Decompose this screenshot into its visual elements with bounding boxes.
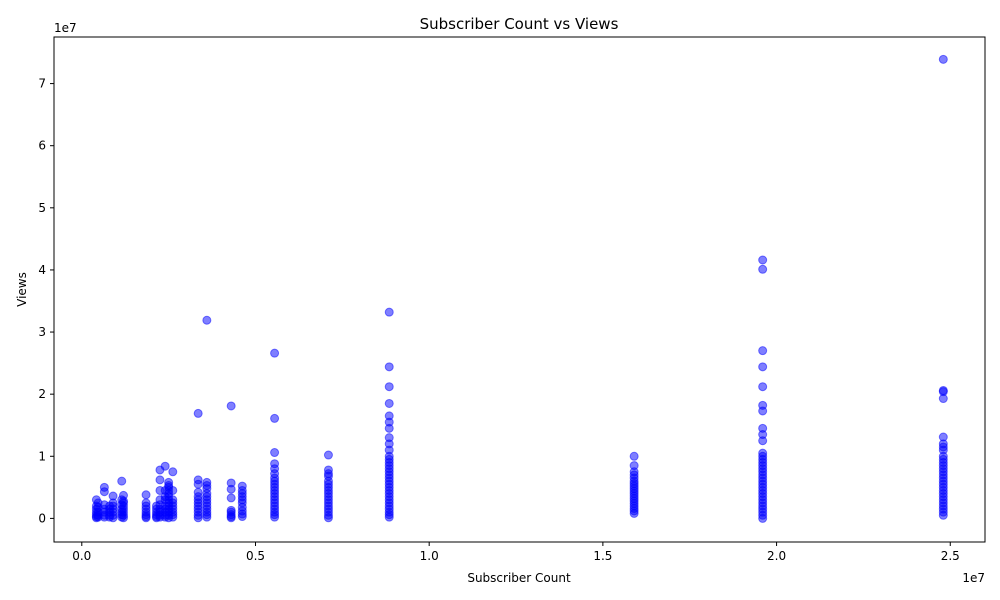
data-point bbox=[384, 307, 394, 317]
data-point bbox=[270, 413, 280, 423]
y-tick-label: 3 bbox=[38, 325, 46, 339]
data-point bbox=[323, 450, 333, 460]
data-point bbox=[384, 411, 394, 421]
data-point bbox=[938, 385, 948, 395]
x-tick-label: 2.0 bbox=[767, 549, 786, 563]
data-point bbox=[118, 490, 128, 500]
data-point bbox=[270, 448, 280, 458]
plot-frame bbox=[53, 36, 986, 543]
data-point bbox=[384, 398, 394, 408]
data-point bbox=[758, 255, 768, 265]
data-point bbox=[226, 505, 236, 515]
data-point bbox=[758, 362, 768, 372]
x-axis-offset-label: 1e7 bbox=[962, 571, 985, 585]
y-tick-label: 4 bbox=[38, 263, 46, 277]
data-point bbox=[758, 382, 768, 392]
data-point bbox=[202, 477, 212, 487]
data-point bbox=[938, 432, 948, 442]
y-axis-ticks: 0 1 2 3 4 5 6 7 bbox=[38, 77, 54, 525]
data-point bbox=[237, 481, 247, 491]
chart-title: Subscriber Count vs Views bbox=[420, 15, 619, 33]
x-tick-label: 2.5 bbox=[941, 549, 960, 563]
data-point bbox=[193, 475, 203, 485]
data-point bbox=[384, 382, 394, 392]
y-tick-label: 5 bbox=[38, 201, 46, 215]
data-point bbox=[226, 478, 236, 488]
data-point bbox=[629, 461, 639, 471]
x-tick-label: 1.0 bbox=[420, 549, 439, 563]
data-point bbox=[193, 487, 203, 497]
y-tick-label: 1 bbox=[38, 449, 46, 463]
y-tick-label: 2 bbox=[38, 387, 46, 401]
x-tick-label: 0.5 bbox=[246, 549, 265, 563]
data-point bbox=[168, 495, 178, 505]
y-axis-label: Views bbox=[15, 272, 29, 307]
data-point bbox=[758, 400, 768, 410]
data-point bbox=[193, 408, 203, 418]
data-point bbox=[164, 477, 174, 487]
data-point bbox=[629, 451, 639, 461]
data-point bbox=[270, 459, 280, 469]
scatter-points bbox=[91, 54, 948, 523]
data-point bbox=[323, 465, 333, 475]
x-tick-label: 0.0 bbox=[72, 549, 91, 563]
data-point bbox=[141, 498, 151, 508]
data-point bbox=[141, 490, 151, 500]
data-point bbox=[270, 348, 280, 358]
data-point bbox=[758, 423, 768, 433]
data-point bbox=[168, 485, 178, 495]
data-point bbox=[226, 401, 236, 411]
data-point bbox=[758, 448, 768, 458]
x-axis-ticks: 0.0 0.5 1.0 1.5 2.0 2.5 bbox=[72, 542, 960, 563]
data-point bbox=[758, 264, 768, 274]
data-point bbox=[168, 467, 178, 477]
data-point bbox=[938, 54, 948, 64]
data-point bbox=[758, 346, 768, 356]
data-point bbox=[226, 493, 236, 503]
data-point bbox=[160, 461, 170, 471]
y-axis-offset-label: 1e7 bbox=[54, 21, 77, 35]
data-point bbox=[99, 482, 109, 492]
x-axis-label: Subscriber Count bbox=[467, 571, 571, 585]
x-tick-label: 1.5 bbox=[593, 549, 612, 563]
y-tick-label: 0 bbox=[38, 511, 46, 525]
y-tick-label: 7 bbox=[38, 77, 46, 91]
data-point bbox=[117, 476, 127, 486]
data-point bbox=[202, 315, 212, 325]
data-point bbox=[384, 433, 394, 443]
data-point bbox=[155, 475, 165, 485]
data-point bbox=[108, 491, 118, 501]
y-tick-label: 6 bbox=[38, 139, 46, 153]
data-point bbox=[384, 362, 394, 372]
